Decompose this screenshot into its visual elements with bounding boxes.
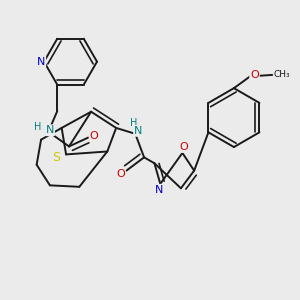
Text: H: H (130, 118, 137, 128)
Text: N: N (46, 125, 54, 135)
Text: N: N (37, 57, 45, 67)
Text: H: H (34, 122, 42, 132)
Text: O: O (90, 131, 98, 141)
Text: N: N (154, 185, 163, 195)
Text: O: O (179, 142, 188, 152)
Text: CH₃: CH₃ (274, 70, 290, 80)
Text: O: O (116, 169, 125, 178)
Text: N: N (134, 126, 142, 136)
Text: O: O (250, 70, 259, 80)
Text: S: S (52, 151, 60, 164)
